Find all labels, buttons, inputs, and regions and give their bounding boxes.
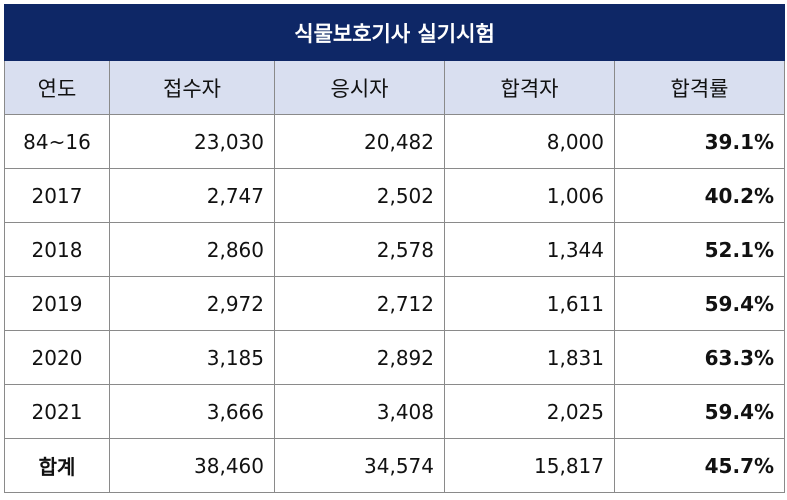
cell-pass-rate: 63.3% [613, 330, 786, 385]
cell-year: 2020 [4, 330, 110, 385]
cell-pass-rate: 39.1% [613, 114, 786, 169]
cell-applicants: 3,185 [109, 330, 275, 385]
cell-examinees: 2,502 [274, 168, 445, 223]
header-examinees: 응시자 [274, 60, 445, 115]
header-pass-rate: 합격률 [613, 60, 786, 115]
header-year: 연도 [4, 60, 110, 115]
cell-passers: 1,831 [444, 330, 615, 385]
table-row: 2019 2,972 2,712 1,611 59.4% [4, 276, 786, 331]
table-title: 식물보호기사 실기시험 [3, 4, 786, 61]
cell-year: 2019 [4, 276, 110, 331]
table-row: 2021 3,666 3,408 2,025 59.4% [4, 384, 786, 439]
cell-passers: 1,611 [444, 276, 615, 331]
cell-applicants: 3,666 [109, 384, 275, 439]
header-row: 연도 접수자 응시자 합격자 합격률 [4, 60, 786, 115]
cell-total-label: 합계 [4, 438, 110, 493]
cell-total-examinees: 34,574 [274, 438, 445, 493]
cell-passers: 2,025 [444, 384, 615, 439]
table-row: 2018 2,860 2,578 1,344 52.1% [4, 222, 786, 277]
exam-stats-table: 식물보호기사 실기시험 연도 접수자 응시자 합격자 합격률 84~16 23,… [3, 4, 786, 493]
cell-total-applicants: 38,460 [109, 438, 275, 493]
table-row: 2020 3,185 2,892 1,831 63.3% [4, 330, 786, 385]
cell-examinees: 20,482 [274, 114, 445, 169]
cell-examinees: 2,712 [274, 276, 445, 331]
cell-passers: 1,006 [444, 168, 615, 223]
cell-passers: 1,344 [444, 222, 615, 277]
header-applicants: 접수자 [109, 60, 275, 115]
cell-examinees: 3,408 [274, 384, 445, 439]
cell-year: 2021 [4, 384, 110, 439]
cell-total-pass-rate: 45.7% [613, 438, 786, 493]
cell-pass-rate: 59.4% [613, 384, 786, 439]
cell-examinees: 2,892 [274, 330, 445, 385]
exam-stats-table-container: 식물보호기사 실기시험 연도 접수자 응시자 합격자 합격률 84~16 23,… [3, 4, 786, 493]
cell-pass-rate: 59.4% [613, 276, 786, 331]
cell-examinees: 2,578 [274, 222, 445, 277]
cell-year: 84~16 [4, 114, 110, 169]
cell-total-passers: 15,817 [444, 438, 615, 493]
cell-year: 2017 [4, 168, 110, 223]
cell-applicants: 2,747 [109, 168, 275, 223]
cell-pass-rate: 40.2% [613, 168, 786, 223]
cell-applicants: 23,030 [109, 114, 275, 169]
header-passers: 합격자 [444, 60, 615, 115]
cell-applicants: 2,972 [109, 276, 275, 331]
cell-pass-rate: 52.1% [613, 222, 786, 277]
cell-passers: 8,000 [444, 114, 615, 169]
cell-applicants: 2,860 [109, 222, 275, 277]
table-row: 84~16 23,030 20,482 8,000 39.1% [4, 114, 786, 169]
total-row: 합계 38,460 34,574 15,817 45.7% [4, 438, 786, 493]
cell-year: 2018 [4, 222, 110, 277]
table-row: 2017 2,747 2,502 1,006 40.2% [4, 168, 786, 223]
